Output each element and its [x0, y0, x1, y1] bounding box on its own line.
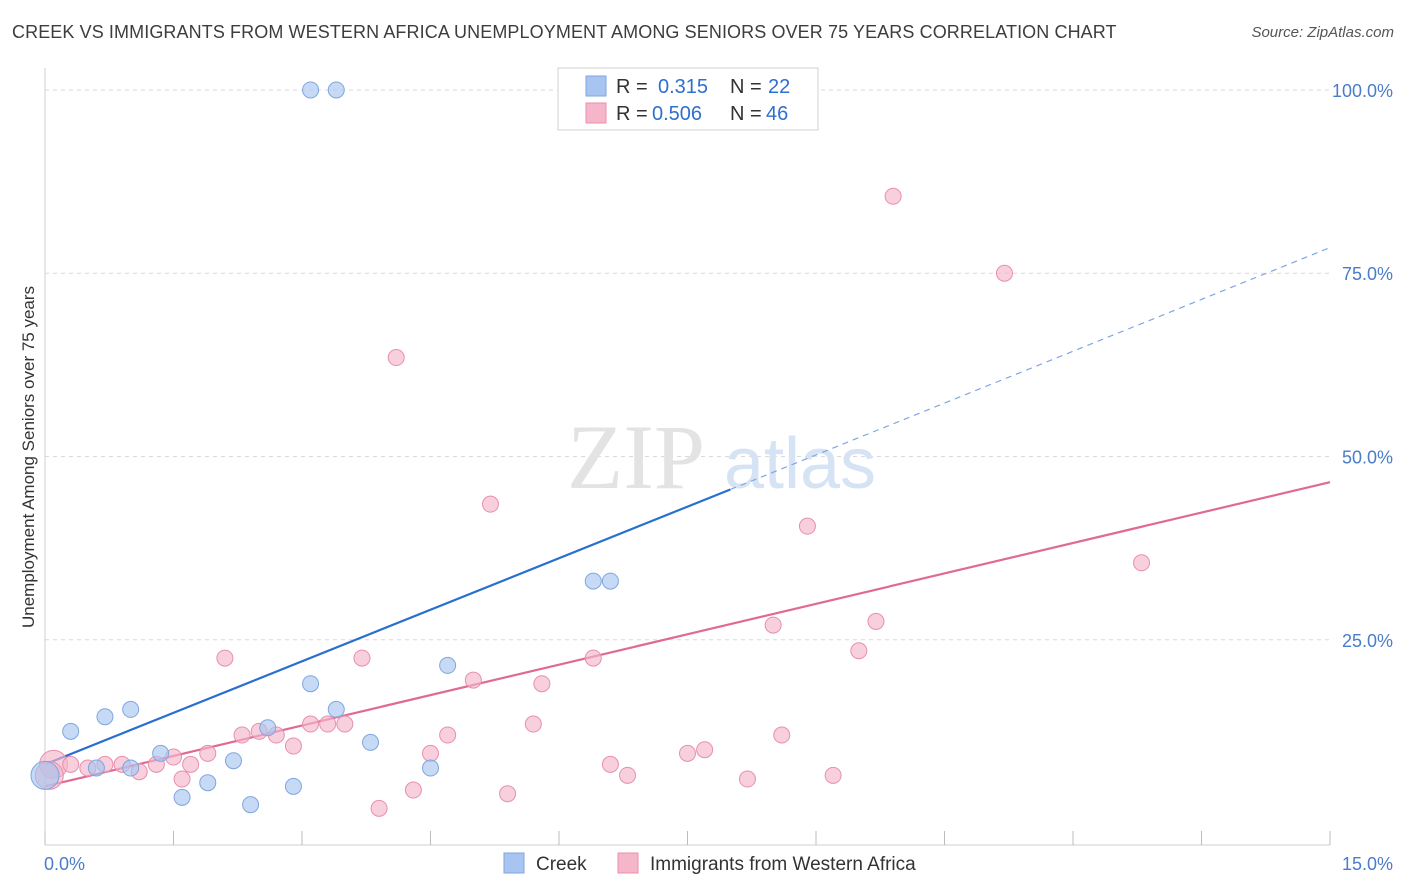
- point-immigrants-8: [182, 755, 200, 773]
- point-creek-0: [30, 760, 60, 790]
- trendline-creek: [44, 488, 731, 766]
- legend-n-value-creek: 22: [768, 76, 790, 98]
- trend-lines: [44, 247, 1331, 788]
- legend-swatch-creek: [585, 75, 607, 97]
- point-creek-11: [284, 777, 302, 795]
- point-creek-16: [439, 656, 457, 674]
- point-immigrants-28: [533, 675, 551, 693]
- watermark-atlas: atlas: [724, 424, 876, 504]
- point-immigrants-43: [1133, 554, 1151, 572]
- chart-title: CREEK VS IMMIGRANTS FROM WESTERN AFRICA …: [12, 22, 1117, 42]
- point-immigrants-24: [464, 671, 482, 689]
- point-creek-20: [327, 81, 345, 99]
- point-creek-7: [199, 774, 217, 792]
- point-immigrants-35: [764, 616, 782, 634]
- point-immigrants-16: [319, 715, 337, 733]
- point-immigrants-32: [679, 744, 696, 762]
- point-immigrants-39: [850, 642, 868, 660]
- point-immigrants-31: [619, 766, 637, 784]
- bottom-legend-creek: Creek: [536, 854, 587, 875]
- y-tick-label-2: 75.0%: [1342, 264, 1393, 284]
- legend-n-label-1: N =: [730, 76, 762, 98]
- point-creek-13: [327, 700, 345, 718]
- watermark-zip: ZIP: [567, 406, 705, 508]
- point-creek-14: [362, 733, 380, 751]
- legend-n-label-2: N =: [730, 103, 762, 125]
- point-immigrants-34: [738, 770, 756, 788]
- bottom-legend: Creek Immigrants from Western Africa: [503, 852, 916, 875]
- point-creek-12: [302, 675, 320, 693]
- legend: R = 0.315 N = 22 R = 0.506 N = 46: [557, 67, 819, 131]
- point-creek-17: [584, 572, 602, 590]
- bottom-legend-swatch-immigrants: [617, 852, 639, 874]
- point-immigrants-1: [62, 755, 80, 773]
- trendline-creek-extension: [730, 247, 1331, 491]
- point-creek-21: [122, 759, 140, 777]
- x-tick-label-1: 15.0%: [1342, 854, 1393, 874]
- point-immigrants-37: [798, 517, 816, 535]
- bottom-legend-swatch-creek: [503, 852, 525, 874]
- point-immigrants-19: [370, 799, 388, 817]
- point-immigrants-23: [439, 726, 457, 744]
- y-axis-label: Unemployment Among Seniors over 75 years: [19, 286, 38, 628]
- point-immigrants-14: [284, 737, 302, 755]
- point-immigrants-29: [584, 649, 602, 667]
- legend-r-value-immigrants: 0.506: [652, 103, 702, 125]
- point-creek-10: [259, 719, 277, 737]
- y-tick-label-0: 25.0%: [1342, 631, 1393, 651]
- y-tick-label-3: 100.0%: [1332, 81, 1393, 101]
- point-creek-19: [302, 81, 320, 99]
- point-immigrants-41: [884, 187, 902, 205]
- point-immigrants-33: [696, 741, 714, 759]
- point-immigrants-38: [824, 766, 842, 784]
- point-creek-1: [62, 722, 80, 740]
- y-tick-label-1: 50.0%: [1342, 448, 1393, 468]
- point-immigrants-15: [302, 715, 320, 733]
- point-immigrants-18: [353, 649, 371, 667]
- point-immigrants-11: [233, 726, 251, 744]
- point-immigrants-36: [773, 726, 791, 744]
- tick-labels: 25.0% 50.0% 75.0% 100.0% 0.0% 15.0%: [44, 81, 1393, 874]
- point-creek-4: [122, 700, 140, 718]
- point-immigrants-30: [601, 755, 619, 773]
- point-creek-5: [152, 744, 170, 762]
- point-creek-8: [224, 752, 242, 770]
- point-creek-15: [422, 759, 439, 777]
- watermark: ZIP atlas: [567, 406, 876, 508]
- point-immigrants-17: [336, 715, 354, 733]
- point-immigrants-22: [422, 744, 439, 762]
- legend-swatch-immigrants: [585, 102, 607, 124]
- point-creek-6: [173, 788, 191, 806]
- point-immigrants-26: [499, 785, 517, 803]
- chart-source: Source: ZipAtlas.com: [1251, 24, 1394, 41]
- point-immigrants-20: [387, 349, 405, 367]
- legend-r-label-2: R =: [616, 103, 648, 125]
- point-immigrants-45: [173, 770, 191, 788]
- point-creek-3: [96, 708, 114, 726]
- point-creek-9: [242, 796, 260, 814]
- legend-n-value-immigrants: 46: [766, 103, 788, 125]
- point-immigrants-25: [481, 495, 499, 513]
- point-immigrants-21: [404, 781, 422, 799]
- point-immigrants-27: [524, 715, 542, 733]
- point-immigrants-10: [216, 649, 234, 667]
- axes: [44, 68, 1331, 846]
- point-immigrants-9: [199, 744, 217, 762]
- bottom-legend-immigrants: Immigrants from Western Africa: [650, 854, 916, 875]
- point-immigrants-40: [867, 612, 885, 630]
- legend-r-label-1: R =: [616, 76, 648, 98]
- legend-r-value-creek: 0.315: [658, 76, 708, 98]
- point-creek-2: [87, 759, 105, 777]
- point-immigrants-42: [995, 264, 1013, 282]
- data-points: [30, 81, 1151, 817]
- x-tick-label-0: 0.0%: [44, 854, 85, 874]
- point-creek-18: [601, 572, 619, 590]
